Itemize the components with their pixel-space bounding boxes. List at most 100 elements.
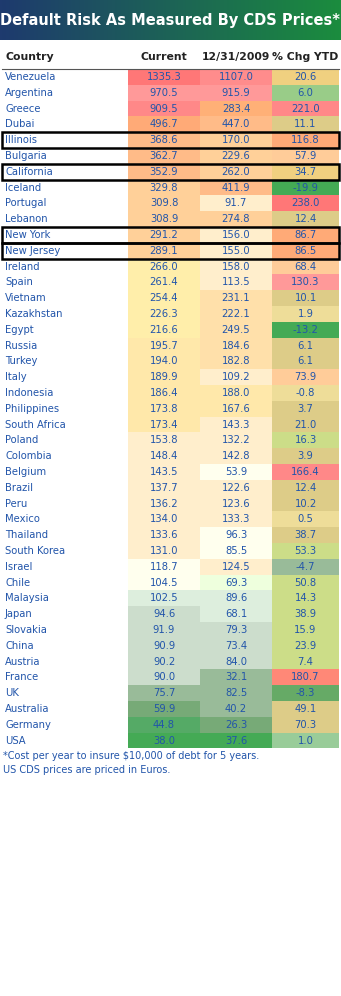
Bar xyxy=(128,163,200,179)
Text: 53.9: 53.9 xyxy=(225,467,247,477)
Bar xyxy=(200,211,272,227)
Text: Egypt: Egypt xyxy=(5,325,34,335)
Bar xyxy=(272,733,339,748)
Bar xyxy=(200,717,272,733)
Bar xyxy=(128,101,200,117)
Bar xyxy=(272,685,339,701)
Bar xyxy=(128,432,200,448)
Text: 291.2: 291.2 xyxy=(150,230,178,240)
Text: 352.9: 352.9 xyxy=(150,166,178,176)
Bar xyxy=(272,85,339,101)
Text: Greece: Greece xyxy=(5,104,41,114)
Text: Kazakhstan: Kazakhstan xyxy=(5,309,62,319)
Text: 85.5: 85.5 xyxy=(225,546,247,556)
Text: UK: UK xyxy=(5,688,19,698)
Bar xyxy=(272,432,339,448)
Text: New York: New York xyxy=(5,230,50,240)
Text: 308.9: 308.9 xyxy=(150,214,178,224)
Bar xyxy=(128,69,200,85)
Text: -4.7: -4.7 xyxy=(296,562,315,572)
Bar xyxy=(272,195,339,211)
Text: USA: USA xyxy=(5,735,26,745)
Bar xyxy=(272,416,339,432)
Bar xyxy=(272,211,339,227)
Text: 113.5: 113.5 xyxy=(222,277,250,287)
Text: 156.0: 156.0 xyxy=(222,230,250,240)
Text: 137.7: 137.7 xyxy=(150,483,178,493)
Text: 82.5: 82.5 xyxy=(225,688,247,698)
Bar xyxy=(128,179,200,195)
Text: 229.6: 229.6 xyxy=(222,151,250,161)
Text: 124.5: 124.5 xyxy=(222,562,250,572)
Text: 94.6: 94.6 xyxy=(153,610,175,620)
Bar xyxy=(2,132,339,148)
Text: 262.0: 262.0 xyxy=(222,166,250,176)
Text: 70.3: 70.3 xyxy=(294,720,316,730)
Bar xyxy=(200,637,272,653)
Bar xyxy=(272,275,339,290)
Bar xyxy=(272,591,339,607)
Bar xyxy=(200,275,272,290)
Text: 68.1: 68.1 xyxy=(225,610,247,620)
Text: 3.9: 3.9 xyxy=(298,451,313,461)
Bar xyxy=(272,101,339,117)
Text: 1335.3: 1335.3 xyxy=(147,72,181,82)
Text: Illinois: Illinois xyxy=(5,135,37,145)
Bar xyxy=(272,653,339,669)
Bar xyxy=(200,416,272,432)
Text: 69.3: 69.3 xyxy=(225,578,247,588)
Bar xyxy=(200,607,272,622)
Text: 122.6: 122.6 xyxy=(222,483,250,493)
Bar xyxy=(128,306,200,322)
Text: -13.2: -13.2 xyxy=(293,325,318,335)
Text: Argentina: Argentina xyxy=(5,88,54,98)
Bar xyxy=(272,496,339,511)
Text: 158.0: 158.0 xyxy=(222,262,250,272)
Text: 184.6: 184.6 xyxy=(222,341,250,351)
Bar xyxy=(128,496,200,511)
Text: Dubai: Dubai xyxy=(5,120,34,129)
Text: 249.5: 249.5 xyxy=(222,325,250,335)
Bar xyxy=(2,227,339,243)
Bar xyxy=(272,622,339,637)
Text: 411.9: 411.9 xyxy=(222,182,250,192)
Bar xyxy=(128,717,200,733)
Bar xyxy=(272,511,339,527)
Bar xyxy=(128,338,200,354)
Bar xyxy=(200,669,272,685)
Bar xyxy=(200,101,272,117)
Bar xyxy=(128,275,200,290)
Text: 1.0: 1.0 xyxy=(298,735,313,745)
Text: 44.8: 44.8 xyxy=(153,720,175,730)
Text: 12.4: 12.4 xyxy=(294,214,317,224)
Text: 221.0: 221.0 xyxy=(291,104,320,114)
Text: 6.1: 6.1 xyxy=(297,341,313,351)
Text: Israel: Israel xyxy=(5,562,32,572)
Text: -0.8: -0.8 xyxy=(296,387,315,397)
Text: 15.9: 15.9 xyxy=(294,624,317,634)
Text: 194.0: 194.0 xyxy=(150,357,178,367)
Bar xyxy=(200,338,272,354)
Text: 134.0: 134.0 xyxy=(150,514,178,524)
Text: 3.7: 3.7 xyxy=(298,403,313,413)
Bar xyxy=(272,717,339,733)
Text: -19.9: -19.9 xyxy=(293,182,318,192)
Text: 102.5: 102.5 xyxy=(150,594,178,604)
Text: 50.8: 50.8 xyxy=(294,578,316,588)
Text: *Cost per year to insure $10,000 of debt for 5 years.
US CDS prices are priced i: *Cost per year to insure $10,000 of debt… xyxy=(3,751,259,776)
Text: 173.8: 173.8 xyxy=(150,403,178,413)
Text: 59.9: 59.9 xyxy=(153,704,175,714)
Text: 73.4: 73.4 xyxy=(225,640,247,650)
Text: 133.3: 133.3 xyxy=(222,514,250,524)
Text: Mexico: Mexico xyxy=(5,514,40,524)
Text: 16.3: 16.3 xyxy=(294,435,317,445)
Bar xyxy=(272,117,339,132)
Text: Philippines: Philippines xyxy=(5,403,59,413)
Bar xyxy=(2,163,339,179)
Bar xyxy=(272,385,339,400)
Text: 118.7: 118.7 xyxy=(150,562,178,572)
Bar xyxy=(200,448,272,464)
Text: 57.9: 57.9 xyxy=(294,151,317,161)
Text: Italy: Italy xyxy=(5,373,27,382)
Text: Colombia: Colombia xyxy=(5,451,51,461)
